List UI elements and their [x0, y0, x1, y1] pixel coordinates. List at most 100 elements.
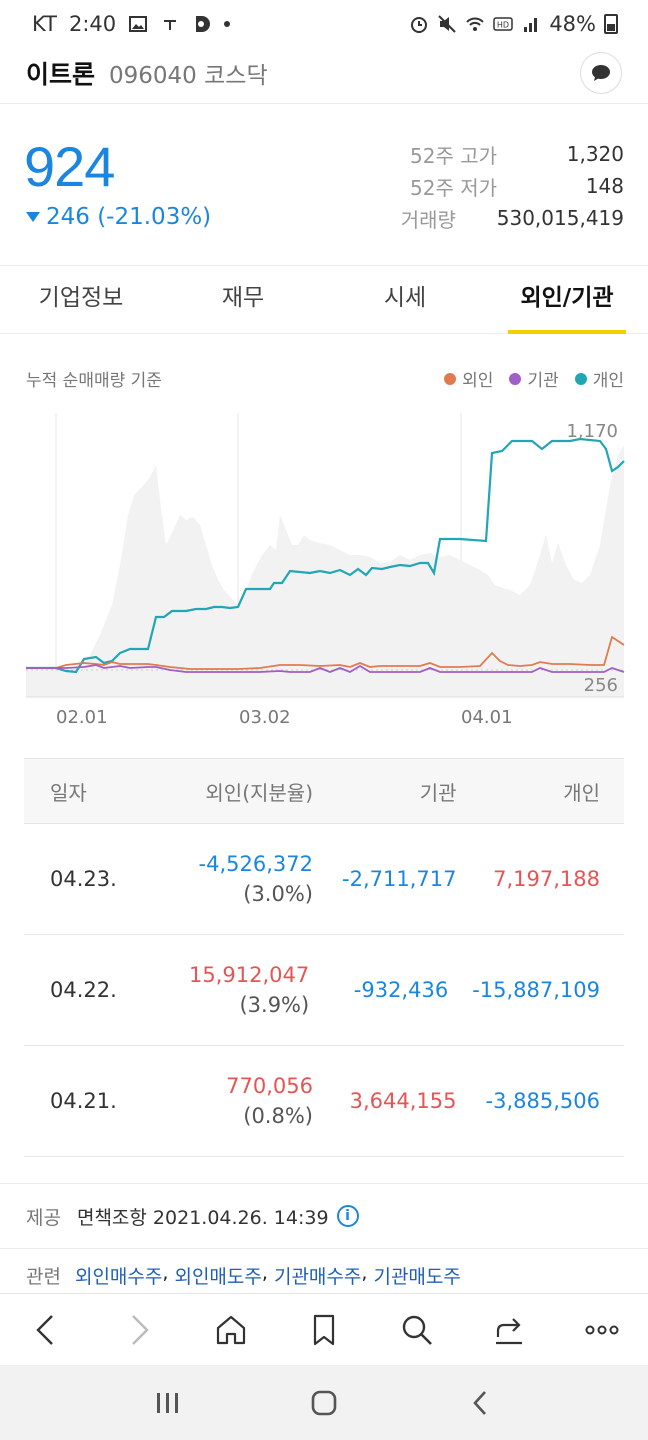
stat-label: 52주 고가	[410, 143, 498, 168]
cell-institution: -932,436	[353, 978, 449, 1002]
legend-label: 기관	[527, 371, 559, 391]
link-foreign-sell[interactable]: 외인매도주	[174, 1266, 262, 1288]
stat-value: 148	[585, 174, 624, 198]
chat-bubble-icon	[592, 64, 610, 81]
cell-date: 04.22.	[50, 978, 117, 1002]
cell-institution: 3,644,155	[349, 1089, 457, 1113]
x-tick-label: 03.02	[239, 707, 291, 728]
stat-value: 530,015,419	[496, 206, 624, 230]
home-nav-icon	[311, 1390, 337, 1415]
search-icon	[402, 1315, 432, 1345]
info-icon[interactable]: i	[336, 1205, 359, 1227]
share-icon	[496, 1317, 523, 1344]
price-change: 246 (-21.03%)	[26, 204, 211, 230]
legend-label: 외인	[462, 371, 494, 391]
carrier: KT	[32, 12, 57, 36]
chart-max-label: 1,170	[566, 421, 618, 442]
cell-signal-icon	[524, 18, 538, 32]
search-button[interactable]	[393, 1306, 441, 1354]
share-button[interactable]	[485, 1306, 533, 1354]
recent-apps-button[interactable]	[144, 1379, 192, 1427]
browser-toolbar	[0, 1293, 648, 1365]
provider-text[interactable]: 면책조항 2021.04.26. 14:39	[76, 1206, 329, 1229]
col-institution: 기관	[419, 780, 457, 805]
signal-small-icon	[164, 20, 177, 30]
tab-financials[interactable]: 재무	[221, 285, 265, 311]
stat-label: 거래량	[400, 207, 456, 232]
battery-icon	[604, 14, 618, 34]
current-price: 924	[24, 135, 115, 198]
stat-52w-low: 52주 저가 148	[401, 170, 624, 202]
back-icon	[36, 1314, 54, 1345]
svg-text:HD: HD	[497, 21, 509, 30]
table-header: 일자 외인(지분율) 기관 개인	[24, 758, 624, 824]
price-summary: 924 246 (-21.03%) 52주 고가 1,320 52주 저가 14…	[0, 104, 648, 266]
legend-dot-icon	[444, 372, 457, 385]
cell-foreign-share: (3.9%)	[239, 993, 310, 1017]
table-row: 04.22. 15,912,047 (3.9%) -932,436 -15,88…	[24, 935, 624, 1046]
link-foreign-buy[interactable]: 외인매수주	[74, 1266, 163, 1288]
wifi-icon	[466, 17, 485, 31]
cell-date: 04.21.	[50, 1089, 117, 1113]
bookmark-button[interactable]	[300, 1306, 348, 1354]
col-foreign: 외인(지분율)	[205, 780, 313, 805]
separator: ,	[361, 1262, 374, 1284]
tab-market-price[interactable]: 시세	[383, 285, 427, 311]
more-button[interactable]	[578, 1306, 626, 1354]
battery-percent: 48%	[549, 12, 596, 36]
provider-label: 제공	[26, 1206, 61, 1229]
hd-icon: HD	[493, 17, 514, 31]
legend-individual: 개인	[574, 366, 624, 391]
price-stats: 52주 고가 1,320 52주 저가 148 거래량 530,015,419	[401, 138, 624, 234]
related-links: 관련 외인매수주, 외인매도주, 기관매수주, 기관매도주	[26, 1262, 461, 1289]
stock-code: 096040 코스닥	[109, 62, 268, 89]
stat-52w-high: 52주 고가 1,320	[401, 138, 624, 170]
trading-table: 일자 외인(지분율) 기관 개인 04.23. -4,526,372 (3.0%…	[24, 758, 624, 1157]
cell-foreign-share: (0.8%)	[243, 1104, 313, 1128]
separator: ,	[261, 1262, 274, 1284]
stat-label: 52주 저가	[410, 175, 498, 200]
forward-button[interactable]	[115, 1306, 163, 1354]
more-icon	[585, 1325, 619, 1334]
tab-foreign-institution[interactable]: 외인/기관	[486, 266, 648, 334]
link-inst-buy[interactable]: 기관매수주	[273, 1266, 362, 1288]
gallery-icon	[129, 16, 148, 32]
back-nav-icon	[473, 1390, 486, 1415]
mute-icon	[438, 15, 457, 33]
legend-foreign: 외인	[444, 366, 493, 391]
back-button[interactable]	[22, 1306, 70, 1354]
status-bar: KT 2:40 HD 48%	[0, 0, 648, 48]
cell-individual: -3,885,506	[485, 1089, 600, 1113]
home-button[interactable]	[207, 1306, 255, 1354]
net-trading-chart: 1,170 256 02.01 03.02 04.01	[26, 413, 625, 728]
stock-header: 이트론 096040 코스닥	[0, 42, 648, 104]
alarm-icon	[411, 17, 428, 33]
tab-company-info[interactable]: 기업정보	[38, 285, 124, 311]
forward-icon	[131, 1314, 149, 1345]
tab-bar: 기업정보 재무 시세 외인/기관	[0, 266, 648, 334]
back-nav-button[interactable]	[456, 1379, 504, 1427]
home-icon	[217, 1315, 246, 1344]
series-institution	[26, 664, 625, 674]
link-inst-sell[interactable]: 기관매도주	[373, 1266, 461, 1288]
clock: 2:40	[68, 12, 117, 36]
table-row: 04.23. -4,526,372 (3.0%) -2,711,717 7,19…	[24, 824, 624, 935]
home-nav-button[interactable]	[300, 1379, 348, 1427]
bookmark-icon	[313, 1314, 335, 1345]
cell-individual: 7,197,188	[493, 867, 600, 891]
col-date: 일자	[50, 780, 87, 805]
chart-caption: 누적 순매매량 기준	[26, 371, 162, 391]
price-change-value: 246 (-21.03%)	[46, 204, 212, 230]
series-foreign	[26, 635, 625, 670]
discussion-button[interactable]	[580, 51, 622, 94]
separator: ,	[162, 1262, 175, 1284]
cell-individual: -15,887,109	[472, 978, 601, 1002]
cell-foreign: 15,912,047 (3.9%)	[189, 963, 333, 1017]
legend-institution: 기관	[509, 366, 559, 391]
app-d-icon	[196, 16, 211, 32]
stat-volume: 거래량 530,015,419	[401, 202, 624, 234]
cell-foreign: 770,056 (0.8%)	[194, 1074, 338, 1128]
x-tick-label: 04.01	[461, 707, 513, 728]
col-individual: 개인	[563, 780, 600, 805]
cell-foreign: -4,526,372 (3.0%)	[194, 852, 338, 906]
